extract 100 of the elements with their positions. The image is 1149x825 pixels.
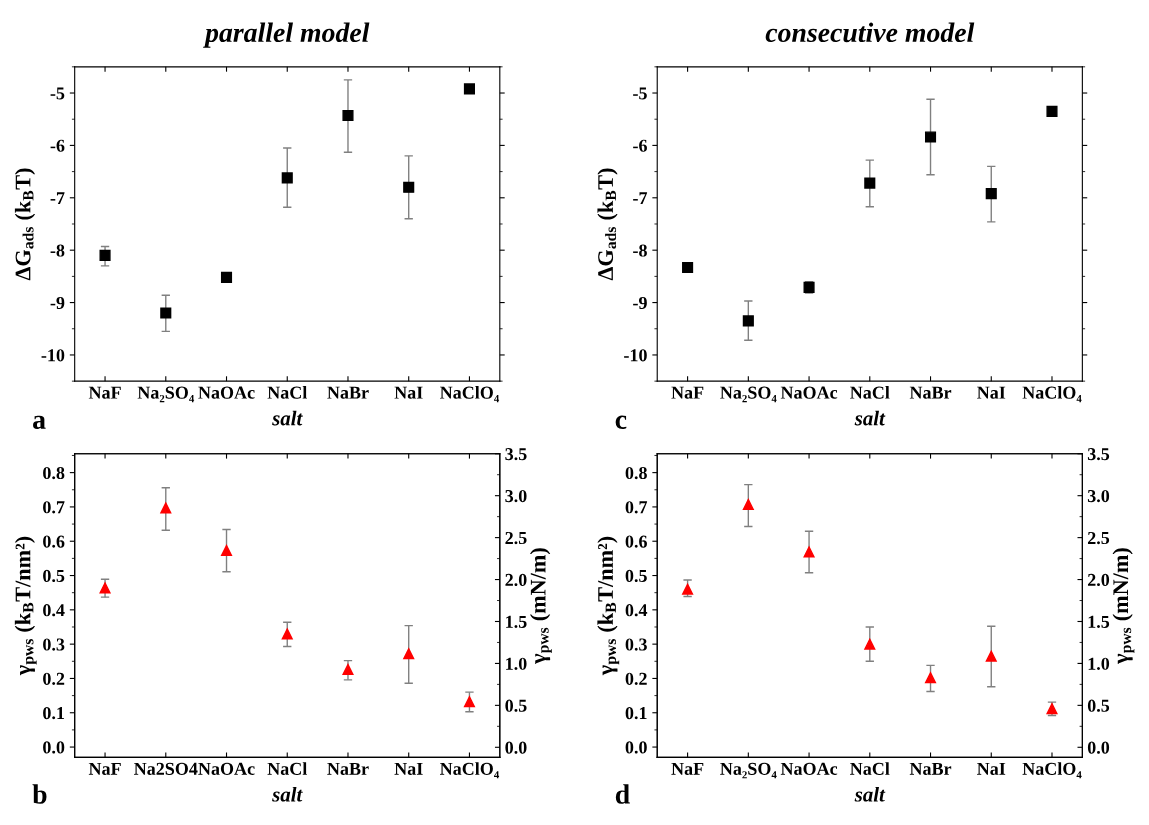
x-tick-label: NaClO₄: [440, 386, 500, 403]
y-tick-label: 0.2: [625, 672, 647, 685]
point: [99, 249, 111, 261]
x-tick-label: NaClO₄: [1022, 386, 1082, 403]
y2-axis-title: γ$_{pws}$ (mN/m): [1112, 548, 1135, 664]
x-tick-label: NaI: [977, 386, 1006, 399]
point: [281, 628, 293, 640]
point: [803, 546, 815, 558]
point: [985, 188, 997, 200]
point: [220, 271, 233, 283]
y-tick-label: 0.7: [43, 501, 65, 514]
point: [924, 131, 937, 143]
y2-tick-label: 1.5: [1088, 615, 1110, 629]
y-axis-title: γ$_{pws}$ (k$_{B}$T/nm²): [597, 536, 620, 676]
y-axis-title: ΔG$_{ads}$ (k$_{B}$T): [597, 168, 618, 281]
y-tick-label: -10: [624, 349, 647, 362]
x-tick-label: NaCl: [850, 762, 890, 775]
point: [342, 663, 354, 676]
y-tick-label: -10: [41, 349, 65, 362]
y-tick-label: -8: [633, 244, 647, 257]
y-tick-label: 0.3: [625, 638, 647, 651]
y2-tick-label: 0.5: [1087, 699, 1110, 712]
y-tick-label: -8: [50, 244, 65, 257]
y-tick-label: -9: [50, 296, 65, 310]
x-tick-label: NaClO₄: [440, 762, 500, 779]
x-tick-label: NaClO₄: [1022, 762, 1082, 779]
x-tick-label: NaBr: [909, 386, 952, 399]
x-tick-label: NaF: [671, 386, 704, 399]
x-tick-label: NaF: [88, 386, 121, 399]
point: [403, 648, 415, 660]
y2-axis-title: γ$_{pws}$ (mN/m): [530, 548, 552, 664]
y-tick-label: -5: [633, 87, 647, 100]
x-tick-label: NaI: [977, 762, 1006, 775]
point: [682, 583, 694, 595]
y-tick-label: -9: [633, 296, 647, 310]
y2-tick-label: 0.0: [505, 741, 527, 754]
y-tick-label: 0.0: [625, 741, 647, 754]
x-tick-label: NaI: [394, 762, 423, 775]
y-axis-title: ΔG$_{ads}$ (k$_{B}$T): [14, 168, 36, 281]
x-tick-label: NaOAc: [198, 386, 255, 399]
x-tick-label: NaF: [88, 762, 121, 775]
y-axis-title: γ$_{pws}$ (k$_{B}$T/nm²): [14, 536, 37, 676]
y-tick-label: -5: [50, 87, 65, 100]
y-tick-label: 0.1: [43, 707, 65, 720]
x-tick-label: NaOAc: [198, 762, 255, 775]
y2-tick-label: 2.0: [505, 573, 527, 587]
x-tick-label: NaCl: [267, 762, 307, 775]
text: a: [33, 415, 46, 429]
point: [99, 582, 111, 594]
y-tick-label: 0.3: [43, 638, 65, 651]
point: [924, 672, 937, 684]
x-tick-label: Na₂SO₄: [720, 762, 777, 779]
point: [160, 307, 172, 319]
point: [160, 502, 172, 514]
point: [220, 544, 233, 557]
x-tick-label: NaOAc: [780, 762, 838, 775]
y-tick-label: 0.5: [625, 569, 647, 583]
x-axis-title: salt: [854, 786, 886, 802]
y-tick-label: 0.6: [625, 535, 647, 548]
x-axis-title: salt: [272, 410, 303, 426]
y-tick-label: -7: [50, 192, 65, 205]
y2-tick-label: 2.5: [505, 531, 527, 545]
y-tick-label: 0.8: [625, 466, 647, 480]
x-tick-label: NaBr: [327, 386, 369, 399]
x-tick-label: NaI: [394, 386, 423, 399]
y-tick-label: 0.4: [625, 604, 648, 617]
chart-title: parallel model: [203, 22, 370, 48]
y-tick-label: 0.2: [43, 672, 65, 685]
y-tick-label: -7: [633, 192, 648, 205]
x-axis-title: salt: [854, 410, 886, 426]
point: [742, 498, 754, 511]
point: [403, 181, 415, 193]
point: [864, 638, 876, 650]
x-tick-label: Na₂SO₄: [720, 386, 777, 403]
y2-tick-label: 0.5: [505, 699, 527, 712]
point: [463, 83, 476, 95]
y-tick-label: 0.4: [43, 604, 65, 617]
y2-tick-label: 3.5: [505, 448, 527, 461]
y-tick-label: 0.1: [625, 707, 647, 720]
x-tick-label: NaBr: [327, 762, 369, 775]
y2-tick-label: 1.0: [1088, 657, 1110, 670]
y-tick-label: -6: [50, 139, 65, 152]
point: [682, 261, 694, 274]
text: d: [615, 784, 630, 804]
point: [985, 650, 997, 662]
chart-title: consecutive model: [765, 22, 975, 43]
y2-tick-label: 2.5: [1087, 531, 1110, 545]
y-tick-label: 0.5: [43, 569, 65, 583]
x-tick-label: Na2SO4: [134, 762, 198, 775]
x-tick-label: NaCl: [850, 386, 890, 399]
y-tick-label: -6: [633, 139, 647, 152]
point: [1046, 105, 1058, 117]
point: [281, 172, 293, 184]
x-axis-title: salt: [272, 786, 303, 802]
point: [742, 315, 754, 327]
y2-tick-label: 3.5: [1087, 448, 1110, 461]
y2-tick-label: 1.5: [506, 615, 527, 629]
y-tick-label: 0.8: [43, 466, 65, 480]
y2-tick-label: 2.0: [1087, 573, 1110, 587]
y2-tick-label: 0.0: [1087, 741, 1110, 754]
